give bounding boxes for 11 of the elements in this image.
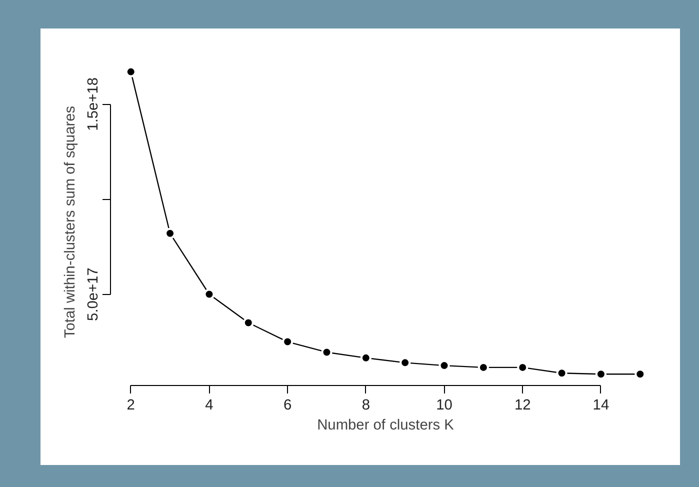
x-tick-label: 14	[592, 398, 610, 414]
x-axis-title: Number of clusters K	[317, 418, 454, 434]
x-tick-label: 12	[514, 398, 531, 414]
x-tick-label: 10	[436, 398, 452, 414]
x-tick-label: 8	[362, 398, 370, 414]
y-axis-title: Total within-clusters sum of squares	[62, 106, 78, 338]
y-tick-label: 1.5e+18	[86, 77, 102, 131]
x-tick-label: 4	[205, 398, 214, 414]
x-tick-label: 2	[126, 398, 135, 414]
x-tick-label: 6	[283, 398, 292, 414]
y-tick-label: 5.0e+17	[86, 268, 102, 321]
